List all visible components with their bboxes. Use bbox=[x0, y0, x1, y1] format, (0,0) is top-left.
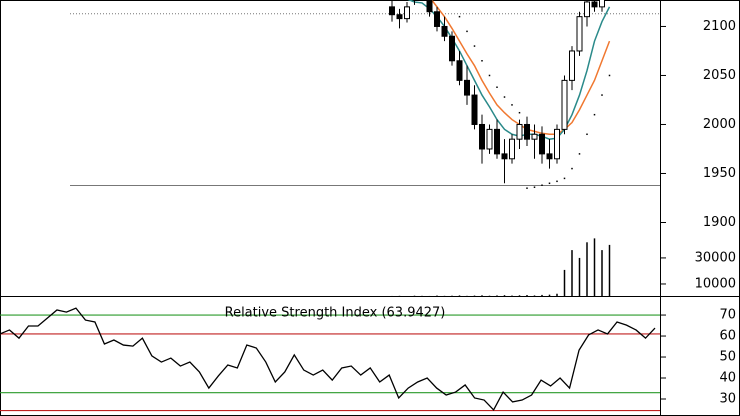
candle-body bbox=[516, 123, 523, 140]
sar-dot bbox=[593, 113, 596, 116]
candle-body bbox=[599, 0, 605, 8]
candle-body bbox=[389, 6, 395, 16]
sar-dot bbox=[533, 186, 536, 188]
y-tick-label: 30 bbox=[719, 392, 736, 407]
rsi-title: Relative Strength Index (63.9427) bbox=[225, 306, 446, 321]
sar-dot bbox=[563, 177, 566, 180]
y-tick-label: 60 bbox=[719, 329, 736, 344]
sar-dot bbox=[481, 60, 483, 62]
axes: 1900 1950 2000 2050 2100 10000 30000 30 40 50 60 70 bbox=[660, 19, 736, 407]
candle-body bbox=[531, 133, 538, 140]
sar-dot bbox=[601, 94, 603, 96]
y2-tick-label: 30000 bbox=[695, 250, 736, 265]
y-tick-label: 2100 bbox=[703, 19, 736, 34]
sar-dot bbox=[511, 104, 513, 106]
sar-dot bbox=[473, 45, 476, 47]
sar-dot bbox=[526, 187, 528, 189]
sar-dot bbox=[496, 86, 498, 88]
y2-tick-label: 10000 bbox=[695, 276, 736, 291]
sar-dot bbox=[586, 133, 588, 136]
candle-body bbox=[509, 138, 515, 160]
sar-dot bbox=[466, 30, 468, 33]
moving-average bbox=[430, 0, 611, 136]
candle-body bbox=[396, 14, 403, 20]
sar-dot bbox=[541, 184, 543, 186]
sar-dot bbox=[518, 111, 521, 114]
rsi-line bbox=[0, 307, 656, 412]
candle-body bbox=[464, 79, 470, 96]
candle-body bbox=[441, 25, 448, 37]
candle-body bbox=[434, 11, 440, 27]
y-tick-label: 40 bbox=[719, 371, 736, 386]
y-tick-label: 50 bbox=[719, 350, 736, 365]
sar-dot bbox=[488, 74, 491, 77]
sar-dot bbox=[503, 96, 506, 98]
rsi-panel bbox=[0, 307, 660, 412]
candle-body bbox=[479, 123, 485, 150]
candle-body bbox=[494, 128, 500, 155]
sar-dot bbox=[548, 182, 551, 185]
sar-dot bbox=[458, 15, 461, 18]
candle-body bbox=[569, 50, 575, 81]
candle-body bbox=[471, 94, 478, 125]
candle-body bbox=[576, 16, 583, 52]
y-tick-label: 70 bbox=[719, 308, 736, 323]
candle-body bbox=[426, 0, 433, 13]
candle-body bbox=[456, 60, 463, 81]
candle-body bbox=[449, 35, 455, 62]
candle-body bbox=[591, 1, 598, 8]
y-tick-label: 1950 bbox=[703, 166, 736, 181]
y-tick-label: 2050 bbox=[703, 68, 736, 83]
candle-body bbox=[546, 153, 553, 160]
y-tick-label: 2000 bbox=[703, 117, 736, 132]
y-tick-label: 1900 bbox=[703, 215, 736, 230]
sar-dot bbox=[578, 153, 581, 155]
candle-body bbox=[501, 153, 508, 160]
candle-body bbox=[584, 1, 590, 18]
sar-dot bbox=[556, 180, 558, 183]
sar-dot bbox=[571, 167, 573, 170]
candle-body bbox=[561, 79, 568, 130]
candle-body bbox=[554, 128, 560, 160]
candle-body bbox=[524, 123, 530, 140]
sar-dot bbox=[608, 74, 611, 77]
price-panel bbox=[70, 0, 660, 296]
candle-body bbox=[486, 128, 493, 150]
candle-body bbox=[404, 6, 410, 20]
candle-body bbox=[539, 133, 545, 155]
